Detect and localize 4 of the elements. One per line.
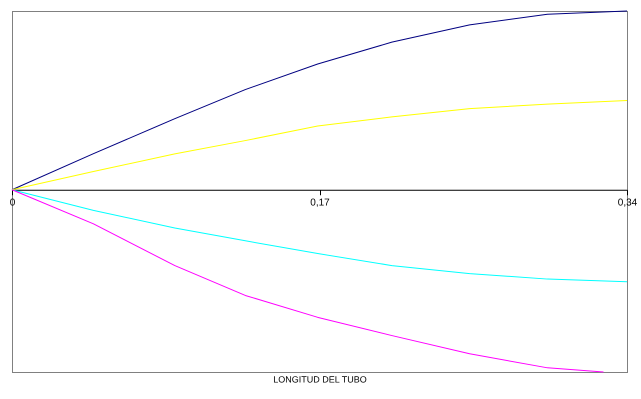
x-tick-label: 0 xyxy=(10,197,16,208)
x-axis-title: LONGITUD DEL TUBO xyxy=(273,374,367,384)
x-tick-label: 0,17 xyxy=(310,197,330,208)
x-tick-label: 0,34 xyxy=(618,197,638,208)
